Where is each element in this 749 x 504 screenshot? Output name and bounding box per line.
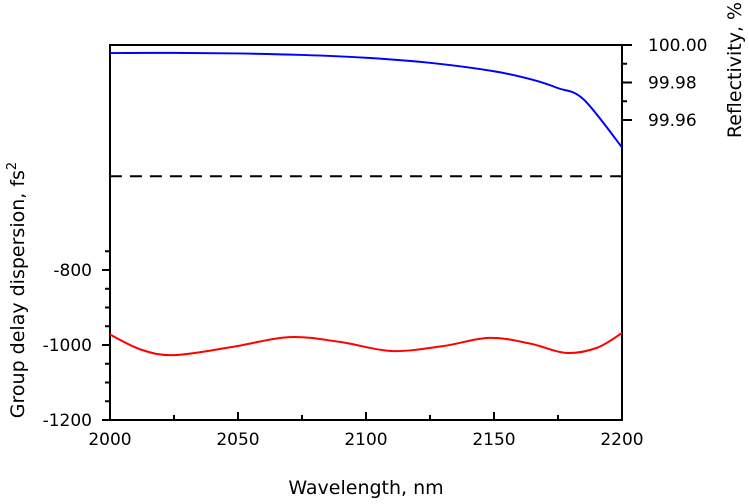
series-group: [109, 51, 623, 357]
x-tick-label: 2000: [88, 430, 131, 450]
x-tick-label: 2050: [216, 430, 259, 450]
x-tick-label: 2150: [472, 430, 515, 450]
ticks-group: 2000 2050 2100 2150 2200 -1200 -1000 -800 100.00…: [43, 36, 708, 450]
y-right-tick-label: 100.00: [648, 36, 707, 56]
x-tick-label: 2100: [344, 430, 387, 450]
series-line-group-delay-dispersion: [109, 332, 623, 357]
y-left-tick-label: -1200: [43, 411, 92, 431]
y-left-axis-label-superscript: 2: [5, 162, 20, 170]
series-line-reflectivity: [109, 51, 623, 148]
x-tick-label: 2200: [600, 430, 643, 450]
y-right-axis-label: Reflectivity, %: [724, 2, 746, 138]
y-right-tick-label: 99.98: [648, 74, 697, 94]
y-left-tick-label: -1000: [43, 336, 92, 356]
plot-border: [109, 44, 623, 421]
plot-frame: [109, 44, 623, 421]
y-left-tick-label: -800: [53, 261, 92, 281]
x-axis-label: Wavelength, nm: [288, 477, 443, 499]
y-left-axis-label: Group delay dispersion, fs2: [5, 162, 29, 418]
y-right-tick-label: 99.96: [648, 111, 697, 131]
